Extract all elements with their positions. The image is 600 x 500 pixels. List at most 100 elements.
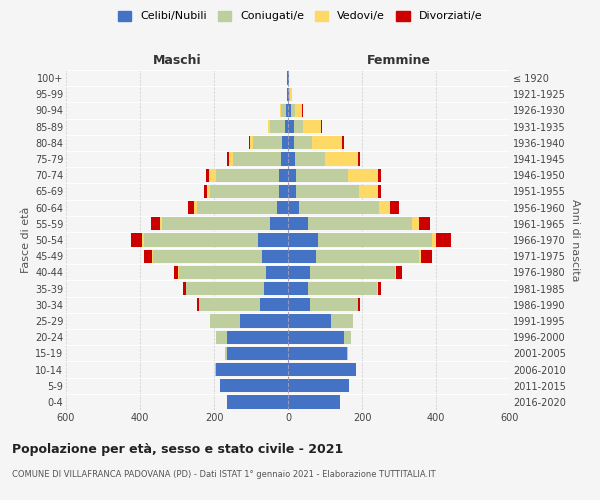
Bar [197,201,277,214]
Bar [152,250,153,263]
Bar [281,152,288,166]
Bar [288,363,356,376]
Bar [210,314,240,328]
Bar [358,298,360,312]
Bar [185,282,186,295]
Bar [216,330,227,344]
Bar [325,152,358,166]
Bar [153,250,262,263]
Bar [377,185,381,198]
Bar [279,168,288,182]
Bar [288,217,308,230]
Bar [308,217,412,230]
Bar [343,330,351,344]
Bar [288,346,347,360]
Bar [302,104,303,117]
Bar [281,104,286,117]
Bar [288,136,293,149]
Bar [229,152,233,166]
Bar [197,298,199,312]
Bar [250,136,253,149]
Bar [288,314,331,328]
Bar [396,266,401,279]
Bar [295,104,302,117]
Bar [227,152,229,166]
Bar [269,217,288,230]
Legend: Celibi/Nubili, Coniugati/e, Vedovi/e, Divorziati/e: Celibi/Nubili, Coniugati/e, Vedovi/e, Di… [118,10,482,22]
Bar [262,250,288,263]
Bar [279,185,288,198]
Bar [288,152,295,166]
Bar [288,282,308,295]
Bar [288,396,340,408]
Bar [194,201,197,214]
Bar [310,266,395,279]
Bar [260,298,288,312]
Bar [277,201,288,214]
Bar [220,379,288,392]
Bar [287,88,288,101]
Bar [419,217,430,230]
Bar [233,152,281,166]
Bar [216,363,288,376]
Bar [203,185,206,198]
Bar [209,314,210,328]
Bar [259,234,288,246]
Bar [291,104,295,117]
Bar [144,250,152,263]
Bar [341,136,343,149]
Bar [266,266,288,279]
Bar [379,201,390,214]
Bar [280,104,281,117]
Bar [285,120,288,134]
Bar [295,152,325,166]
Bar [436,234,451,246]
Bar [419,250,421,263]
Bar [227,396,288,408]
Bar [288,72,289,85]
Bar [288,266,310,279]
Text: Popolazione per età, sesso e stato civile - 2021: Popolazione per età, sesso e stato civil… [12,442,343,456]
Bar [358,152,360,166]
Bar [225,346,227,360]
Bar [288,298,310,312]
Bar [293,136,312,149]
Bar [188,201,194,214]
Bar [288,379,349,392]
Bar [303,120,322,134]
Bar [206,185,210,198]
Bar [283,136,288,149]
Bar [209,168,216,182]
Bar [186,282,264,295]
Bar [206,168,209,182]
Bar [215,363,216,376]
Bar [421,250,433,263]
Bar [199,298,260,312]
Bar [296,168,348,182]
Bar [317,234,433,246]
Bar [296,185,359,198]
Bar [162,217,269,230]
Text: COMUNE DI VILLAFRANCA PADOVANA (PD) - Dati ISTAT 1° gennaio 2021 - Elaborazione : COMUNE DI VILLAFRANCA PADOVANA (PD) - Da… [12,470,436,479]
Bar [182,282,185,295]
Bar [377,168,380,182]
Text: Maschi: Maschi [152,54,202,67]
Bar [286,104,288,117]
Bar [211,185,279,198]
Bar [348,168,377,182]
Bar [299,201,379,214]
Bar [288,88,289,101]
Bar [377,282,380,295]
Bar [178,266,179,279]
Bar [316,250,419,263]
Bar [289,88,290,101]
Bar [270,120,285,134]
Bar [288,120,293,134]
Bar [359,185,377,198]
Bar [142,234,144,246]
Bar [216,168,279,182]
Bar [288,104,291,117]
Bar [288,234,317,246]
Bar [131,234,142,246]
Bar [288,250,316,263]
